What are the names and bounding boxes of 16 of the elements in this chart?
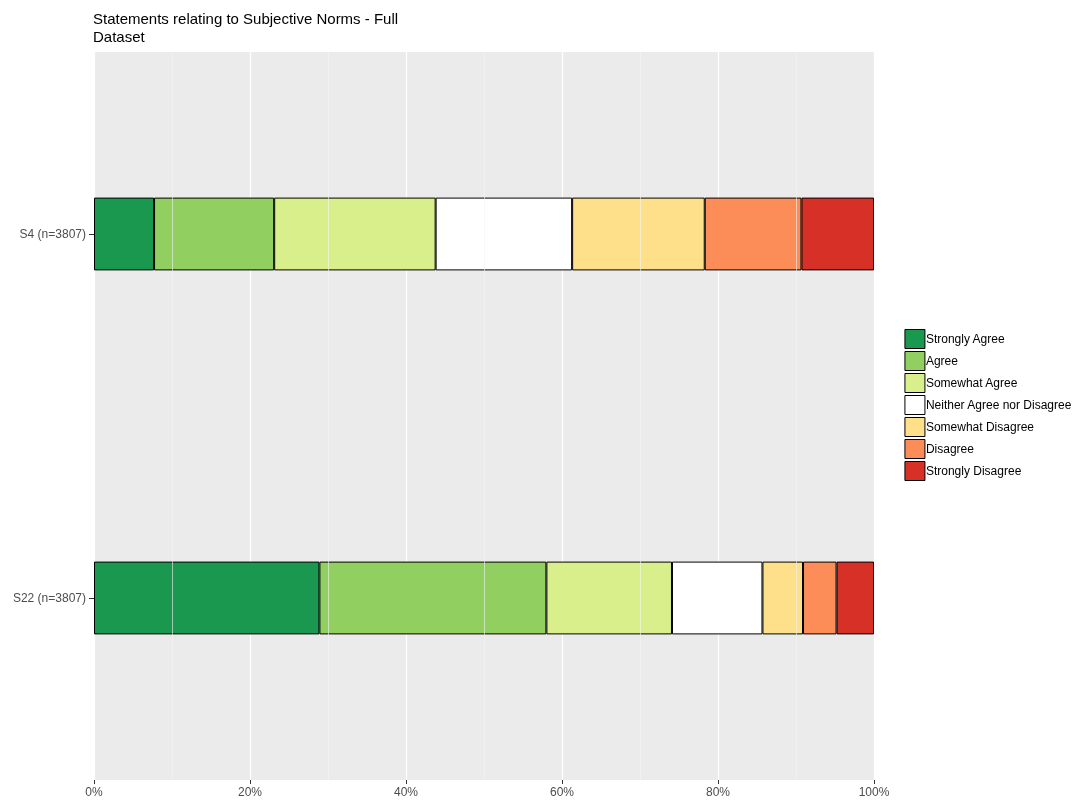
y-tick-label: S4 (n=3807) <box>19 227 86 241</box>
y-tick-label: S22 (n=3807) <box>12 591 86 605</box>
legend-label: Agree <box>925 354 959 368</box>
legend-label: Somewhat Disagree <box>925 420 1035 434</box>
legend-label: Disagree <box>925 442 975 456</box>
x-tick-label: 0% <box>85 785 103 799</box>
chart-title: Statements relating to Subjective Norms - Full Dataset <box>93 9 403 45</box>
legend-label: Strongly Disagree <box>925 464 1022 478</box>
legend-label: Neither Agree nor Disagree <box>925 398 1072 412</box>
x-tick-label: 100% <box>858 785 890 799</box>
legend-label: Somewhat Agree <box>925 376 1018 390</box>
x-tick-label: 40% <box>393 785 419 799</box>
x-tick-label: 60% <box>549 785 575 799</box>
x-tick-label: 20% <box>237 785 263 799</box>
x-tick-label: 80% <box>705 785 731 799</box>
legend-label: Strongly Agree <box>925 332 1005 346</box>
